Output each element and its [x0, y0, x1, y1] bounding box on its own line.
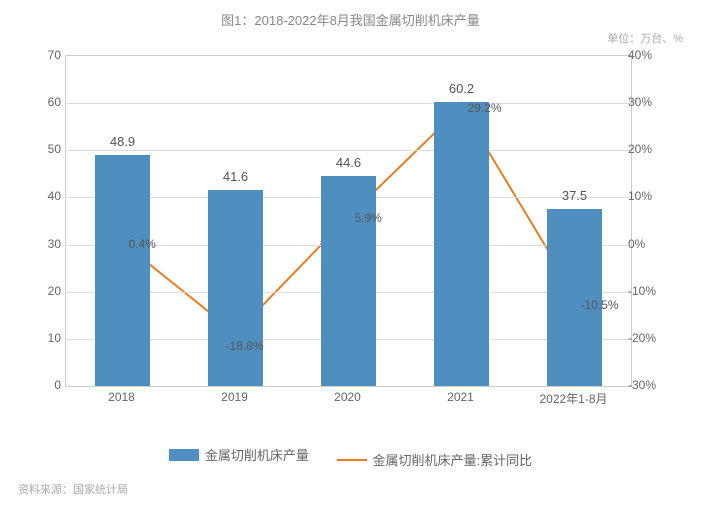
- x-tick: 2019: [221, 390, 248, 404]
- x-tick: 2020: [334, 390, 361, 404]
- bar: [434, 102, 488, 386]
- legend-swatch-bar: [169, 449, 199, 461]
- y-left-tick: 40: [35, 189, 61, 203]
- line-value-label: -18.8%: [226, 339, 264, 353]
- legend-item-bar: 金属切削机床产量: [169, 445, 309, 464]
- y-right-tick: 10%: [624, 189, 666, 203]
- plot-area: 48.9 41.6 44.6 60.2 37.5 0.4% -18.8% 5.9% 29.2% -…: [65, 55, 632, 387]
- y-left-tick: 20: [35, 284, 61, 298]
- y-left-tick: 0: [35, 378, 61, 392]
- bar-value-label: 60.2: [449, 81, 474, 96]
- y-left-tick: 50: [35, 142, 61, 156]
- legend-label-bar: 金属切削机床产量: [205, 445, 309, 464]
- y-right-tick: 40%: [624, 48, 666, 62]
- chart-container: 48.9 41.6 44.6 60.2 37.5 0.4% -18.8% 5.9% 29.2% -…: [35, 55, 666, 415]
- bar: [95, 155, 149, 386]
- unit-label: 单位：万台、%: [607, 30, 683, 46]
- y-right-tick: -10%: [624, 284, 666, 298]
- chart-title: 图1：2018-2022年8月我国金属切削机床产量: [0, 0, 701, 29]
- y-left-tick: 60: [35, 95, 61, 109]
- legend-label-line: 金属切削机床产量:累计同比: [373, 450, 533, 469]
- legend-swatch-line: [337, 459, 367, 461]
- source-label: 资料来源：国家统计局: [18, 481, 128, 497]
- bar-value-label: 44.6: [336, 155, 361, 170]
- bar-value-label: 37.5: [562, 188, 587, 203]
- y-right-tick: -30%: [624, 378, 666, 392]
- y-left-tick: 30: [35, 237, 61, 251]
- gridline: [66, 103, 631, 104]
- gridline: [66, 150, 631, 151]
- line-value-label: 5.9%: [355, 211, 382, 225]
- bar: [208, 190, 262, 386]
- bar-value-label: 41.6: [223, 169, 248, 184]
- bar: [321, 176, 375, 386]
- line-value-label: 29.2%: [468, 101, 502, 115]
- legend-item-line: 金属切削机床产量:累计同比: [337, 450, 533, 469]
- x-tick: 2021: [447, 390, 474, 404]
- line-value-label: -10.5%: [581, 298, 619, 312]
- y-right-tick: 20%: [624, 142, 666, 156]
- line-value-label: 0.4%: [129, 237, 156, 251]
- x-tick: 2018: [108, 390, 135, 404]
- bar-value-label: 48.9: [110, 134, 135, 149]
- y-right-tick: 0%: [624, 237, 666, 251]
- y-right-tick: -20%: [624, 331, 666, 345]
- x-tick: 2022年1-8月: [539, 390, 607, 407]
- y-left-tick: 70: [35, 48, 61, 62]
- legend: 金属切削机床产量 金属切削机床产量:累计同比: [0, 445, 701, 469]
- y-right-tick: 30%: [624, 95, 666, 109]
- y-left-tick: 10: [35, 331, 61, 345]
